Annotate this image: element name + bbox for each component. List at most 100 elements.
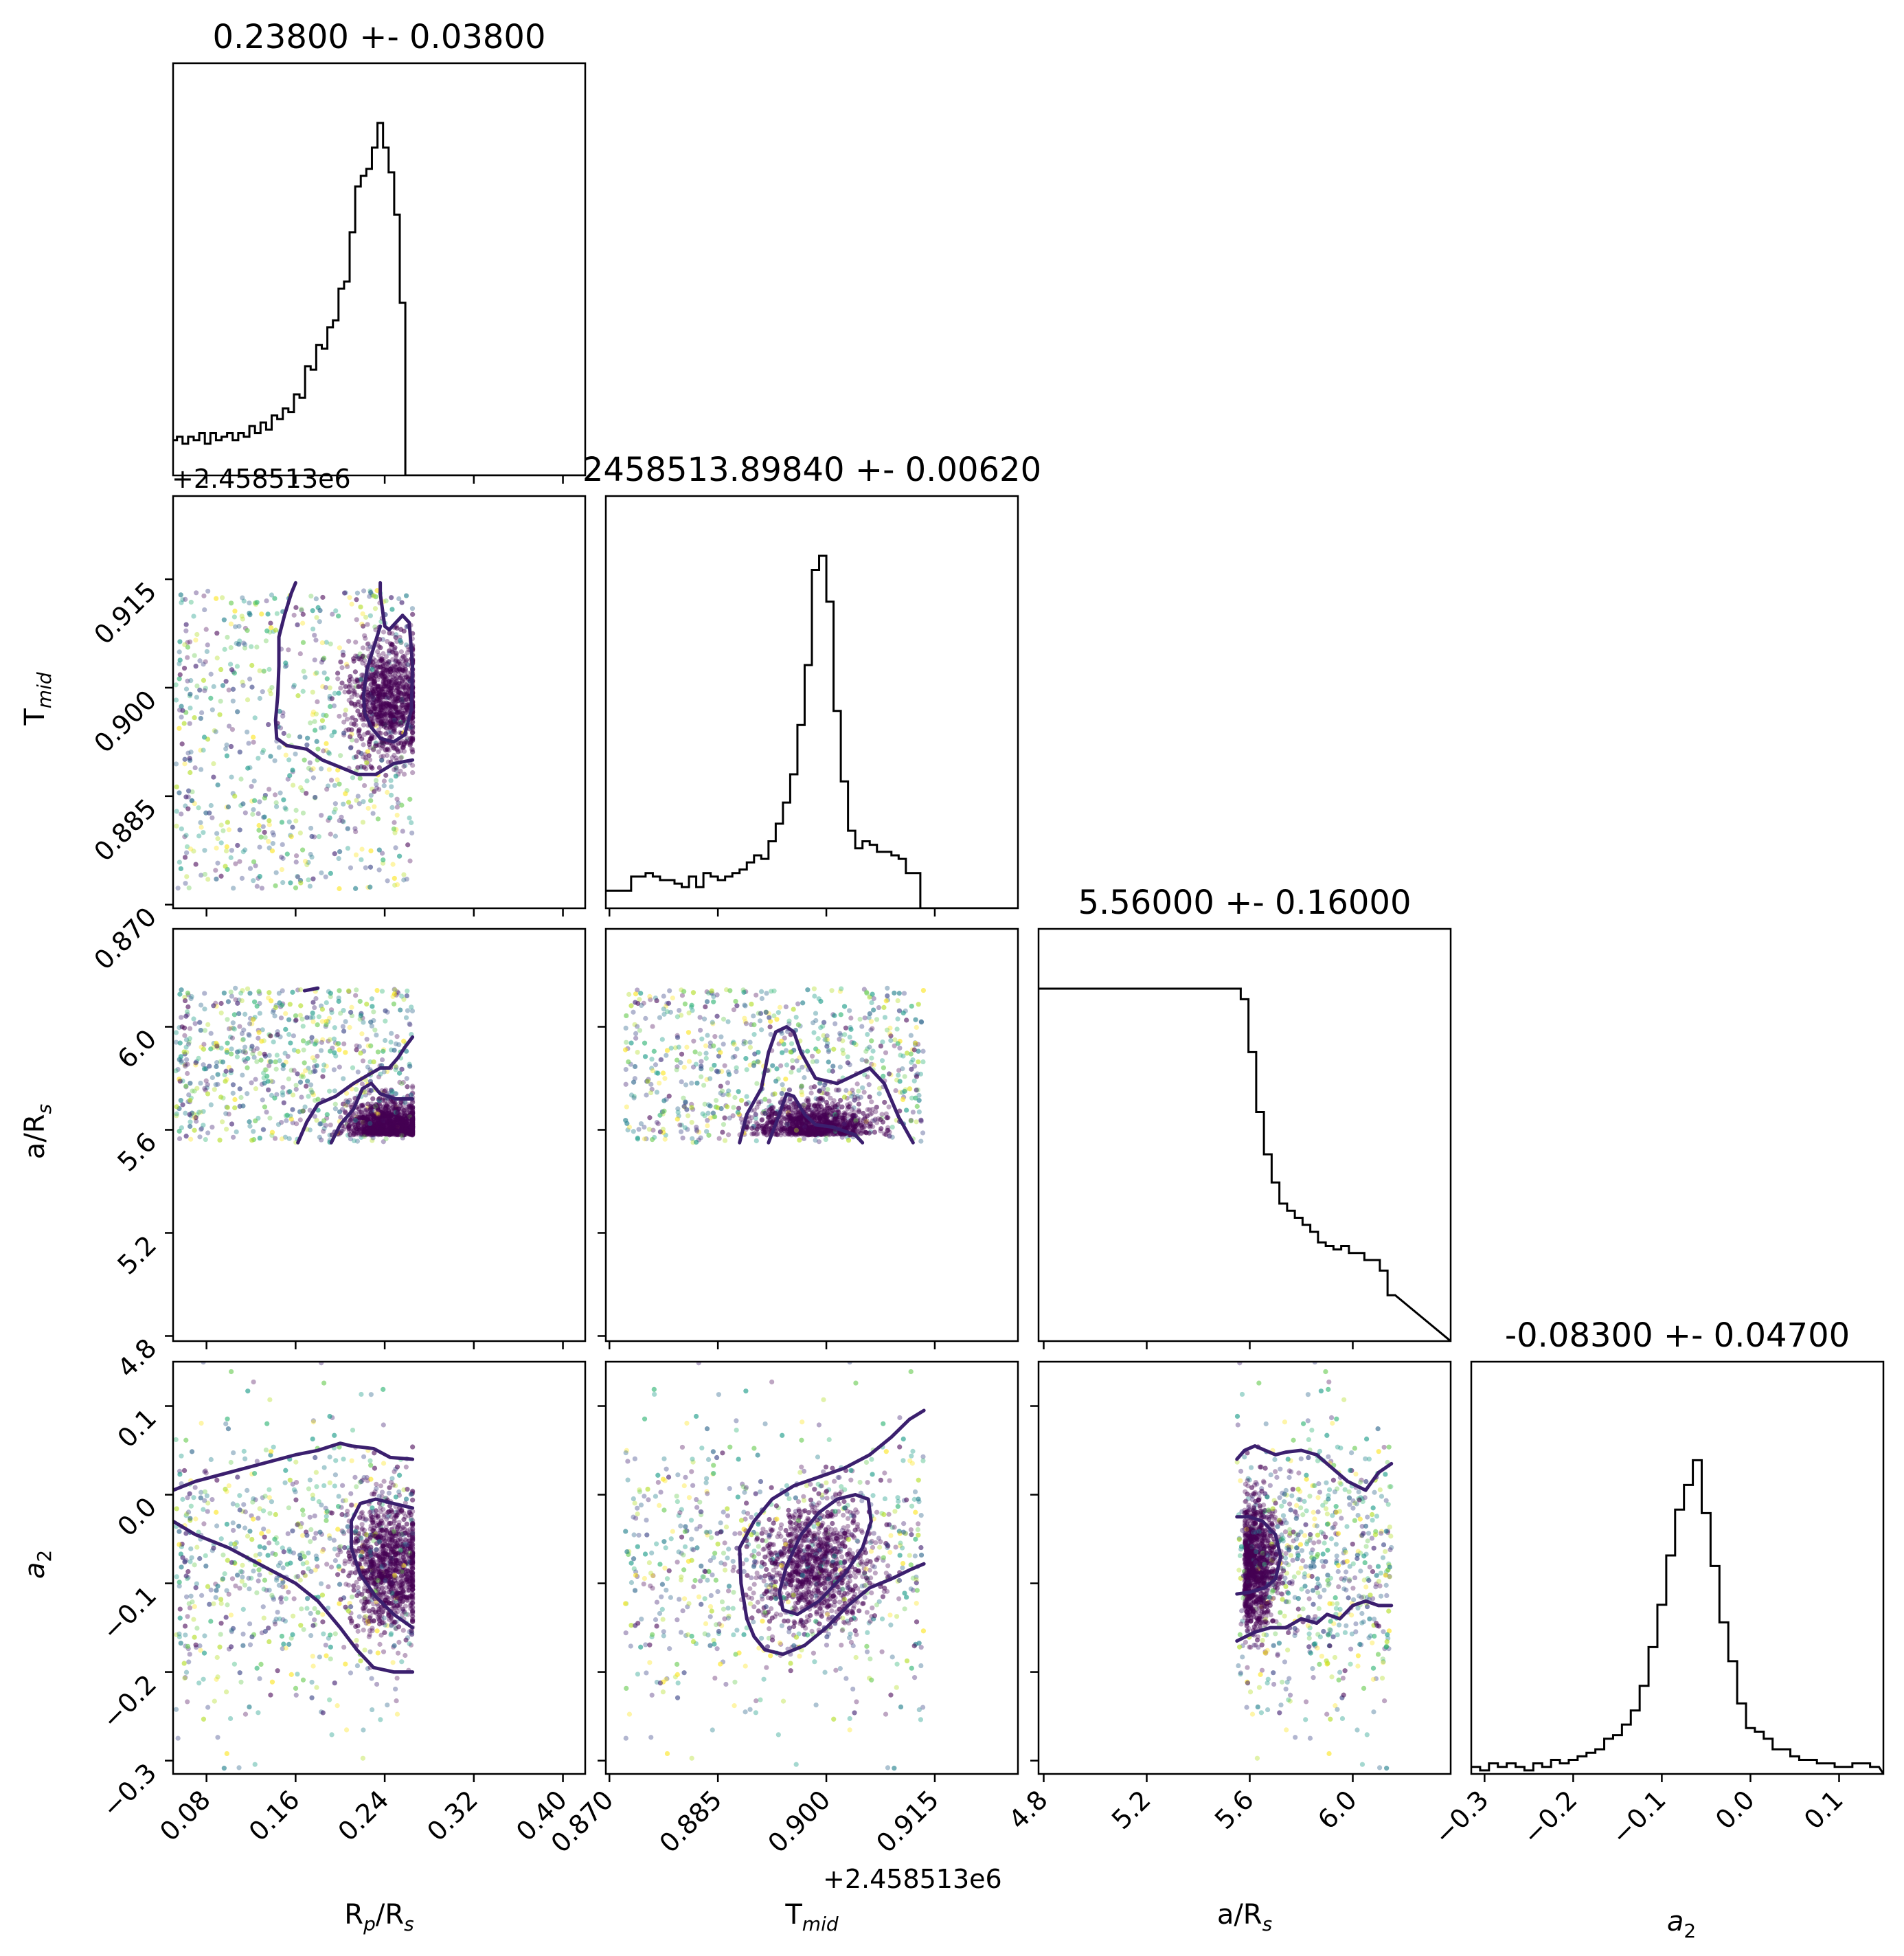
scatter-point xyxy=(387,702,392,708)
scatter-point xyxy=(183,622,189,627)
scatter-point xyxy=(832,1116,838,1122)
scatter-point xyxy=(372,734,377,741)
scatter-point xyxy=(400,654,406,660)
scatter-point xyxy=(370,672,375,678)
scatter-point xyxy=(403,716,408,721)
scatter-point xyxy=(253,1118,258,1124)
scatter-point xyxy=(359,1134,364,1140)
scatter-point xyxy=(388,688,394,694)
scatter-point xyxy=(364,1119,370,1125)
scatter-point xyxy=(174,1104,179,1110)
scatter-point xyxy=(304,1015,310,1020)
scatter-point xyxy=(387,712,393,718)
scatter-point xyxy=(398,1099,404,1105)
scatter-point xyxy=(389,1130,395,1136)
scatter-point xyxy=(273,1059,278,1065)
scatter-point xyxy=(348,745,354,750)
scatter-point xyxy=(852,1126,857,1132)
scatter-point xyxy=(385,1120,390,1125)
scatter-point xyxy=(297,651,303,657)
scatter-point xyxy=(401,1127,407,1133)
scatter-point xyxy=(177,676,182,682)
scatter-point xyxy=(846,1125,851,1131)
scatter-point xyxy=(381,682,386,687)
scatter-point xyxy=(373,1128,379,1134)
scatter-point xyxy=(410,1122,416,1127)
scatter-point xyxy=(355,684,361,690)
scatter-point xyxy=(371,593,376,598)
scatter-point xyxy=(390,694,396,699)
scatter-point xyxy=(197,1020,203,1025)
scatter-point xyxy=(410,1114,416,1120)
scatter-point xyxy=(401,628,407,634)
scatter-point xyxy=(396,1127,401,1133)
scatter-point xyxy=(410,1109,416,1114)
scatter-point xyxy=(376,765,383,770)
scatter-point xyxy=(781,1115,786,1121)
scatter-point xyxy=(267,787,272,792)
scatter-point xyxy=(400,668,405,673)
scatter-point xyxy=(376,1130,381,1136)
scatter-point xyxy=(392,663,397,668)
scatter-point xyxy=(179,1015,184,1020)
scatter-point xyxy=(373,1119,378,1125)
scatter-point xyxy=(403,1119,409,1125)
scatter-point xyxy=(823,1128,829,1134)
scatter-point xyxy=(391,1125,396,1130)
scatter-point xyxy=(297,877,304,884)
scatter-point xyxy=(394,1116,400,1122)
scatter-point xyxy=(358,1013,363,1018)
scatter-point xyxy=(211,1044,216,1050)
scatter-point xyxy=(408,1092,413,1098)
scatter-point xyxy=(394,827,399,833)
scatter-point xyxy=(389,595,394,600)
scatter-point xyxy=(349,721,354,726)
scatter-point xyxy=(378,701,384,707)
scatter-point xyxy=(796,1126,802,1132)
scatter-point xyxy=(388,721,394,727)
scatter-point xyxy=(387,669,394,675)
scatter-point xyxy=(389,1124,395,1130)
scatter-point xyxy=(373,721,378,727)
scatter-point xyxy=(380,671,385,676)
scatter-point xyxy=(381,671,387,677)
scatter-point xyxy=(293,605,299,610)
scatter-point xyxy=(380,1112,385,1117)
scatter-point xyxy=(824,1091,830,1097)
scatter-point xyxy=(372,1113,377,1118)
scatter-point xyxy=(178,1054,183,1059)
scatter-point xyxy=(377,710,383,716)
scatter-point xyxy=(335,1041,341,1046)
scatter-point xyxy=(648,1090,654,1096)
scatter-point xyxy=(363,614,369,620)
scatter-point xyxy=(398,640,404,645)
scatter-point xyxy=(337,781,342,787)
scatter-point xyxy=(407,741,413,746)
scatter-point xyxy=(381,708,387,714)
scatter-point xyxy=(383,1129,388,1135)
scatter-point xyxy=(393,1122,398,1128)
scatter-point xyxy=(398,638,403,643)
scatter-point xyxy=(365,1116,370,1122)
scatter-point xyxy=(341,801,346,807)
scatter-point xyxy=(396,1123,402,1128)
scatter-point xyxy=(400,1131,405,1137)
scatter-point xyxy=(400,745,406,750)
scatter-point xyxy=(286,733,292,739)
scatter-point xyxy=(198,1027,203,1033)
scatter-point xyxy=(387,681,392,686)
scatter-point xyxy=(341,819,346,824)
scatter-point xyxy=(300,847,306,853)
scatter-point xyxy=(403,693,408,698)
scatter-point xyxy=(387,1129,393,1134)
scatter-point xyxy=(291,612,297,618)
scatter-point xyxy=(251,798,258,803)
scatter-point xyxy=(381,712,386,718)
scatter-point xyxy=(352,669,358,675)
scatter-point xyxy=(328,1048,333,1054)
scatter-point xyxy=(194,1086,200,1091)
scatter-point xyxy=(196,833,202,839)
scatter-point xyxy=(391,1124,396,1129)
scatter-point xyxy=(370,765,375,771)
scatter-point xyxy=(381,1125,386,1131)
